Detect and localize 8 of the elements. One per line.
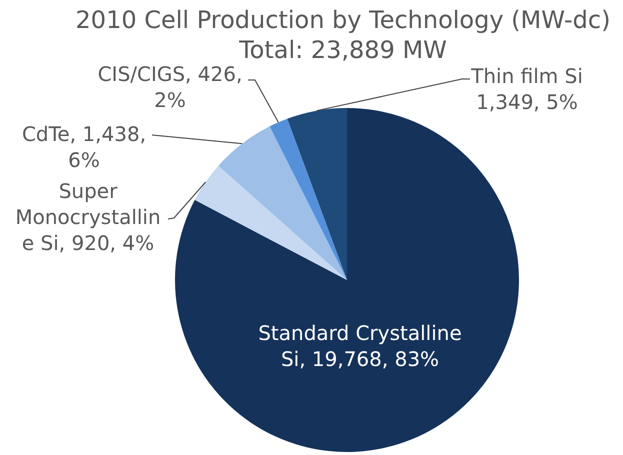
chart-title: 2010 Cell Production by Technology (MW-dc) <box>76 6 610 34</box>
data-label: 1,349, 5% <box>476 90 578 114</box>
slice-label: Super Monocrystalline Si, 920, 4% <box>15 179 161 256</box>
slice-label: CdTe, 1,438, 6% <box>22 122 146 172</box>
chart-subtitle: Total: 23,889 MW <box>238 36 447 64</box>
slice-label: CIS/CIGS, 426, 2% <box>98 62 242 112</box>
slice-label: Thin film Si <box>470 64 583 88</box>
slice-label: Standard Crystalline Si, 19,768, 83% <box>258 321 462 372</box>
